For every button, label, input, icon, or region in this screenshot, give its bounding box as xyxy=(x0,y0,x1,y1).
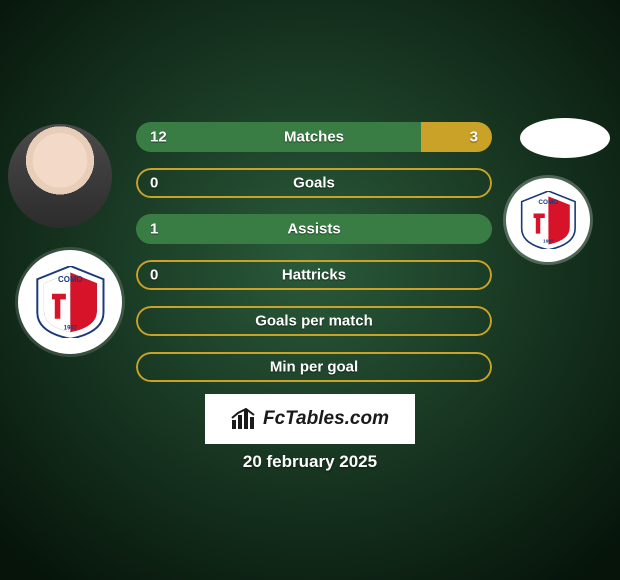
stat-row: 0Hattricks xyxy=(136,260,492,290)
stat-bars: 123Matches 0Goals 1Assists 0Hattricks Goals … xyxy=(136,122,492,398)
player-right-photo xyxy=(520,118,610,158)
stat-label: Matches xyxy=(136,129,492,146)
stat-row: Goals per match xyxy=(136,306,492,336)
club-left-crest: COMO 1907 xyxy=(18,250,122,354)
stat-label: Min per goal xyxy=(136,359,492,376)
stat-label: Goals per match xyxy=(136,313,492,330)
fctables-label: FcTables.com xyxy=(263,408,389,430)
stat-label: Goals xyxy=(136,175,492,192)
como-crest-icon: COMO 1907 xyxy=(519,191,578,250)
crest-text: COMO xyxy=(58,274,83,283)
crest-year: 1907 xyxy=(63,325,77,331)
bar-chart-icon xyxy=(231,408,257,430)
como-crest-icon: COMO 1907 xyxy=(34,266,107,339)
club-right-crest: COMO 1907 xyxy=(506,178,590,262)
stat-row: Min per goal xyxy=(136,352,492,382)
date-line: 20 february 2025 xyxy=(0,452,620,472)
fctables-badge: FcTables.com xyxy=(205,394,415,444)
stat-row: 123Matches xyxy=(136,122,492,152)
stat-label: Assists xyxy=(136,221,492,238)
player-left-photo xyxy=(8,124,112,228)
stat-row: 0Goals xyxy=(136,168,492,198)
stat-row: 1Assists xyxy=(136,214,492,244)
crest-text: COMO xyxy=(538,198,558,205)
stat-label: Hattricks xyxy=(136,267,492,284)
crest-year: 1907 xyxy=(543,238,554,244)
